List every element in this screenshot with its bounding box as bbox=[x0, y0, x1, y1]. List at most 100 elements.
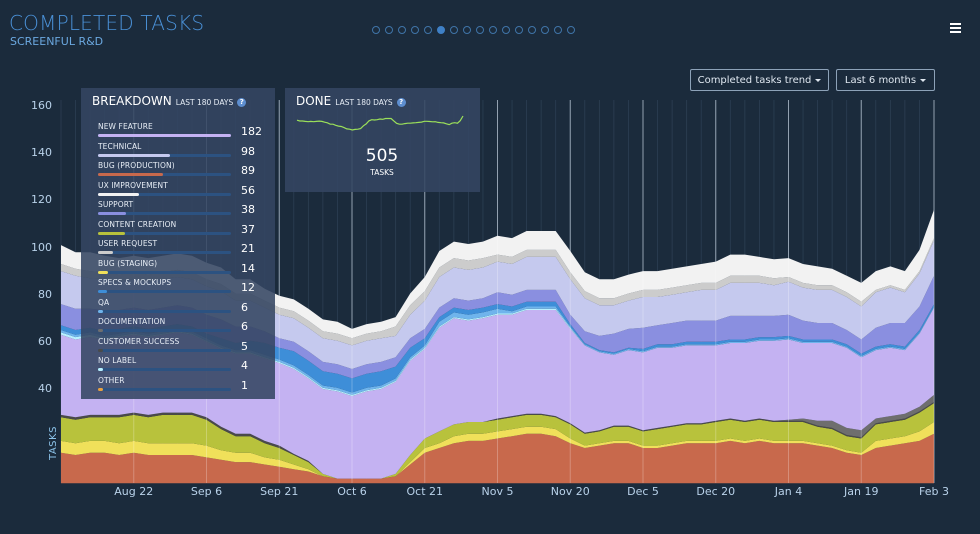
breakdown-value: 4 bbox=[241, 359, 248, 372]
breakdown-bar-fill bbox=[98, 270, 109, 274]
breakdown-row[interactable]: SUPPORT 38 bbox=[98, 200, 268, 216]
breakdown-value: 38 bbox=[241, 203, 255, 216]
breakdown-bar-track bbox=[98, 231, 231, 235]
pager-dot[interactable] bbox=[515, 26, 523, 34]
y-tick-label: 140 bbox=[31, 146, 52, 160]
breakdown-row[interactable]: OTHER 1 bbox=[98, 375, 268, 392]
breakdown-label: CONTENT CREATION bbox=[98, 219, 177, 229]
breakdown-bar-track bbox=[98, 134, 231, 137]
y-tick-label: 40 bbox=[38, 382, 52, 395]
pager-dot[interactable] bbox=[424, 26, 432, 34]
breakdown-value: 98 bbox=[241, 144, 255, 158]
x-tick-label: Sep 21 bbox=[260, 485, 299, 498]
breakdown-bar-fill bbox=[98, 387, 103, 391]
breakdown-label: DOCUMENTATION bbox=[98, 317, 166, 326]
breakdown-row[interactable]: QA 6 bbox=[98, 297, 268, 314]
breakdown-row[interactable]: BUG (STAGING) 14 bbox=[98, 258, 268, 275]
breakdown-row[interactable]: USER REQUEST 21 bbox=[98, 239, 268, 255]
pager-dot[interactable] bbox=[437, 26, 445, 34]
pager-dot[interactable] bbox=[528, 26, 536, 34]
x-tick-label: Aug 22 bbox=[114, 485, 154, 498]
pager-dot[interactable] bbox=[489, 26, 497, 34]
breakdown-value: 21 bbox=[241, 242, 255, 255]
breakdown-bar-fill bbox=[98, 368, 103, 371]
breakdown-row[interactable]: SPECS & MOCKUPS 12 bbox=[98, 278, 268, 294]
breakdown-label: CUSTOMER SUCCESS bbox=[98, 336, 180, 346]
breakdown-bar-fill bbox=[98, 153, 170, 157]
breakdown-bar-fill bbox=[98, 309, 103, 313]
x-tick-label: Oct 6 bbox=[337, 485, 367, 498]
breakdown-bar-fill bbox=[98, 212, 126, 215]
breakdown-bar-fill bbox=[98, 348, 103, 352]
breakdown-bar-fill bbox=[98, 134, 231, 137]
breakdown-row[interactable]: UX IMPROVEMENT 56 bbox=[98, 181, 268, 197]
breakdown-title: BREAKDOWN LAST 180 DAYS? bbox=[92, 94, 247, 108]
breakdown-row[interactable]: NO LABEL 4 bbox=[98, 356, 268, 372]
breakdown-label: BUG (STAGING) bbox=[98, 258, 158, 268]
pager-dot[interactable] bbox=[502, 26, 510, 34]
breakdown-bar-fill bbox=[98, 290, 107, 293]
breakdown-label: BUG (PRODUCTION) bbox=[98, 161, 175, 170]
area-bug-production- bbox=[61, 433, 934, 484]
help-icon[interactable]: ? bbox=[396, 98, 406, 107]
done-count: 505 bbox=[365, 146, 399, 166]
page-subtitle: SCREENFUL R&D bbox=[10, 35, 104, 48]
pager-dot[interactable] bbox=[541, 26, 549, 34]
breakdown-bar-track bbox=[98, 173, 231, 176]
breakdown-label: NEW FEATURE bbox=[98, 122, 153, 131]
breakdown-label: QA bbox=[98, 297, 110, 307]
x-tick-label: Sep 6 bbox=[190, 485, 223, 498]
breakdown-value: 5 bbox=[241, 339, 248, 353]
breakdown-label: SUPPORT bbox=[98, 200, 134, 209]
metric-dropdown-label: Completed tasks trend bbox=[697, 74, 812, 86]
breakdown-period: LAST 180 DAYS bbox=[175, 98, 234, 107]
range-dropdown[interactable]: Last 6 months bbox=[836, 69, 935, 91]
breakdown-bar-fill bbox=[98, 173, 164, 176]
breakdown-bar-track bbox=[98, 212, 231, 215]
breakdown-label: USER REQUEST bbox=[98, 239, 158, 248]
pager-dot[interactable] bbox=[398, 26, 406, 34]
done-sparkline bbox=[296, 115, 464, 131]
breakdown-row[interactable]: DOCUMENTATION 6 bbox=[98, 317, 268, 333]
chevron-down-icon bbox=[920, 78, 927, 82]
breakdown-label: TECHNICAL bbox=[98, 141, 142, 151]
breakdown-panel: BREAKDOWN LAST 180 DAYS? NEW FEATURE 182 TE… bbox=[81, 88, 275, 399]
range-dropdown-label: Last 6 months bbox=[844, 74, 917, 86]
x-tick-label: Feb 3 bbox=[919, 485, 949, 498]
breakdown-row[interactable]: CUSTOMER SUCCESS 5 bbox=[98, 336, 268, 353]
pager-dot[interactable] bbox=[385, 26, 393, 34]
breakdown-row[interactable]: BUG (PRODUCTION) 89 bbox=[98, 161, 268, 177]
metric-dropdown[interactable]: Completed tasks trend bbox=[690, 69, 829, 91]
done-title: DONE LAST 180 DAYS? bbox=[296, 94, 406, 108]
x-tick-label: Oct 21 bbox=[406, 485, 444, 498]
done-period: LAST 180 DAYS bbox=[335, 98, 393, 107]
pager-dot[interactable] bbox=[450, 26, 458, 34]
area-new-feature bbox=[61, 307, 934, 479]
area-technical bbox=[61, 240, 934, 369]
breakdown-row[interactable]: NEW FEATURE 182 bbox=[98, 122, 268, 138]
breakdown-label: OTHER bbox=[98, 375, 125, 385]
pager-dot[interactable] bbox=[476, 26, 484, 34]
pager-dot[interactable] bbox=[567, 26, 575, 34]
y-axis-label: TASKS bbox=[48, 426, 59, 460]
breakdown-label: SPECS & MOCKUPS bbox=[98, 278, 172, 287]
breakdown-bar-fill bbox=[98, 329, 103, 332]
hamburger-menu-icon[interactable] bbox=[950, 23, 961, 33]
breakdown-value: 6 bbox=[241, 320, 248, 333]
breakdown-row[interactable]: CONTENT CREATION 37 bbox=[98, 219, 268, 236]
x-tick-label: Jan 4 bbox=[774, 485, 803, 498]
area-user-request bbox=[61, 238, 934, 346]
pager-dot[interactable] bbox=[372, 26, 380, 34]
breakdown-value: 37 bbox=[241, 222, 255, 236]
x-tick-label: Jan 19 bbox=[844, 485, 879, 498]
y-tick-label: 60 bbox=[38, 334, 52, 348]
breakdown-row[interactable]: TECHNICAL 98 bbox=[98, 141, 268, 158]
area-customer-success bbox=[61, 402, 934, 479]
x-tick-label: Nov 5 bbox=[481, 485, 514, 498]
pager-dot[interactable] bbox=[554, 26, 562, 34]
pager-dot[interactable] bbox=[411, 26, 419, 34]
help-icon[interactable]: ? bbox=[237, 98, 247, 107]
pager-dot[interactable] bbox=[463, 26, 471, 34]
x-tick-label: Dec 5 bbox=[627, 485, 659, 498]
breakdown-value: 1 bbox=[241, 378, 248, 392]
